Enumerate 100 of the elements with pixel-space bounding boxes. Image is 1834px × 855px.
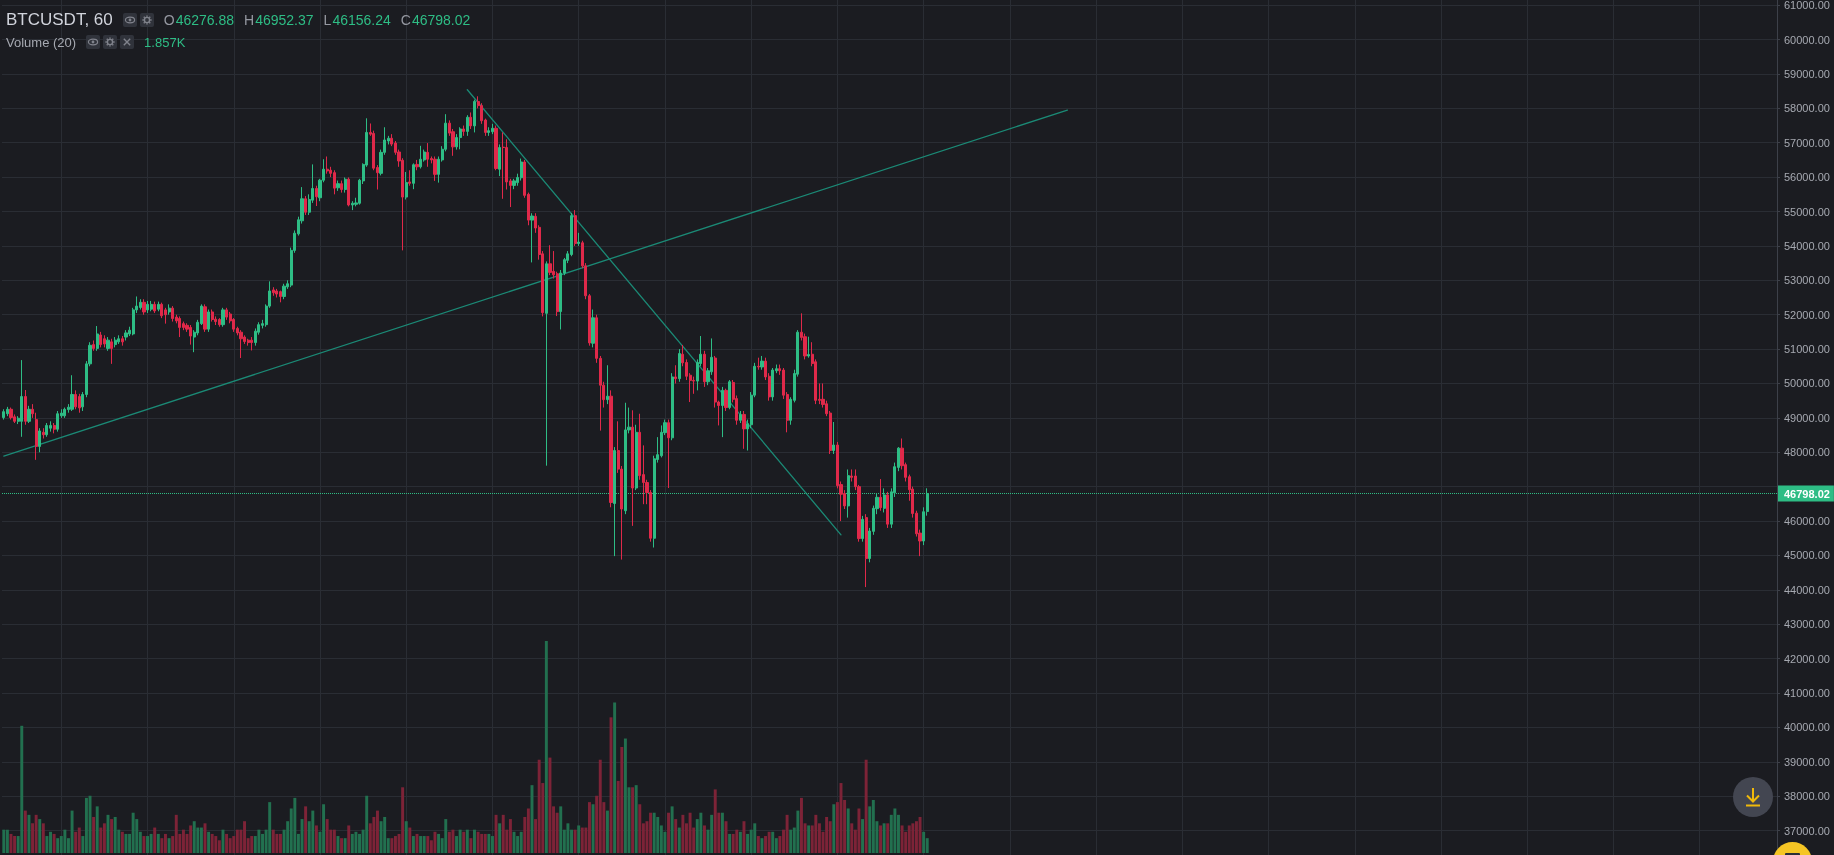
bar (537, 759, 541, 853)
bar (404, 821, 408, 853)
y-tick-label: 48000.00 (1784, 446, 1830, 459)
bar (480, 833, 484, 853)
candlestick (606, 364, 609, 405)
candlestick (326, 155, 329, 175)
bar (314, 825, 318, 853)
bar (559, 806, 563, 853)
candlestick (49, 420, 52, 433)
bar (907, 825, 911, 853)
bar (609, 717, 613, 853)
candlestick (96, 325, 99, 352)
bar (52, 833, 56, 853)
bar (124, 833, 128, 853)
candlestick (742, 410, 746, 450)
candlestick (865, 513, 868, 588)
bar (879, 825, 882, 853)
bar (45, 836, 49, 853)
bar (476, 831, 480, 853)
bar (419, 836, 423, 853)
y-tick-label: 56000.00 (1784, 171, 1830, 184)
candlestick (344, 176, 347, 194)
bar (92, 816, 96, 853)
candlestick (142, 298, 146, 316)
y-tick-label: 53000.00 (1784, 274, 1830, 287)
bar (189, 825, 193, 853)
bar (861, 819, 865, 853)
bar (900, 825, 904, 853)
bar (825, 816, 829, 853)
candlestick (491, 123, 494, 135)
bar (846, 808, 850, 853)
candlestick (807, 336, 810, 359)
candlestick (157, 301, 160, 312)
candlestick (171, 305, 174, 323)
bar (422, 836, 426, 853)
candlestick (164, 307, 167, 325)
bar (494, 814, 498, 853)
bar (278, 833, 282, 853)
bar (702, 825, 706, 853)
candlestick (739, 410, 742, 424)
y-tick-label: 52000.00 (1784, 308, 1830, 321)
candlestick (239, 329, 243, 359)
y-tick-label: 39000.00 (1784, 755, 1830, 768)
bar (451, 829, 455, 853)
bar (41, 823, 45, 853)
candlestick (225, 307, 228, 321)
bar (710, 814, 714, 853)
candlestick (78, 393, 81, 414)
candlestick (146, 300, 149, 314)
candlestick (27, 405, 31, 424)
bar (365, 795, 369, 853)
candlestick (530, 212, 534, 263)
bar (548, 757, 552, 853)
bar (469, 838, 473, 853)
bar (850, 823, 854, 853)
bar (167, 838, 171, 853)
bar (623, 738, 627, 853)
bar (257, 829, 261, 853)
candlestick (724, 388, 728, 412)
candlestick (121, 335, 124, 347)
candlestick (9, 407, 13, 421)
bar (38, 819, 42, 853)
candlestick (70, 374, 74, 412)
y-tick-label: 49000.00 (1784, 411, 1830, 424)
y-tick-label: 58000.00 (1784, 102, 1830, 115)
candlestick (53, 422, 56, 434)
annotation: O46276.88 (163, 12, 235, 28)
candlestick (139, 298, 142, 311)
bar (914, 821, 918, 853)
bar (354, 831, 358, 853)
bar (911, 823, 915, 853)
candlestick (832, 421, 835, 455)
bar (343, 838, 347, 853)
bar (275, 833, 279, 853)
y-tick-label: 40000.00 (1784, 721, 1830, 734)
bar (746, 833, 750, 853)
candlestick (512, 178, 516, 190)
bar (771, 831, 775, 853)
candlestick (279, 290, 282, 303)
candlestick (415, 159, 419, 171)
candlestick (114, 336, 117, 348)
bar (99, 827, 103, 853)
bar (922, 831, 926, 853)
bar (146, 836, 149, 853)
bar (620, 747, 624, 853)
candlestick (106, 336, 110, 352)
candlestick (879, 478, 882, 512)
annotation: L46156.24 (323, 12, 391, 28)
bar (882, 823, 886, 853)
candlestick (340, 180, 343, 194)
candlestick (150, 300, 153, 312)
bar (670, 806, 674, 853)
bar (401, 787, 405, 853)
bar (214, 836, 218, 853)
bar (217, 840, 221, 853)
candlestick (189, 324, 192, 346)
y-tick-label: 38000.00 (1784, 790, 1830, 803)
bar (322, 804, 326, 853)
bar (760, 838, 764, 853)
bar (393, 836, 397, 853)
